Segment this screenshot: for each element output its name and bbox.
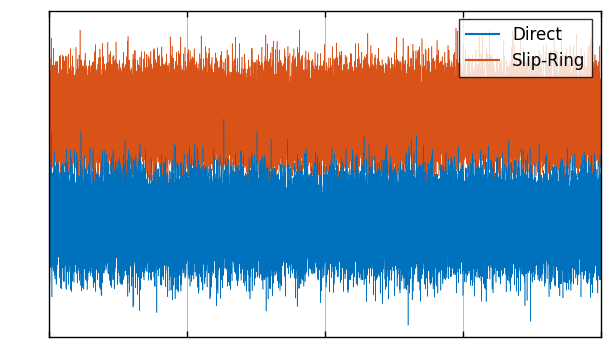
Direct: [378, 241, 385, 245]
Slip-Ring: [45, 112, 53, 116]
Direct: [597, 185, 604, 189]
Slip-Ring: [83, 109, 90, 113]
Line: Direct: Direct: [49, 119, 601, 325]
Direct: [455, 214, 462, 218]
Slip-Ring: [452, 26, 460, 30]
Slip-Ring: [455, 104, 462, 109]
Slip-Ring: [257, 98, 264, 103]
Line: Slip-Ring: Slip-Ring: [49, 28, 601, 219]
Slip-Ring: [345, 115, 352, 119]
Slip-Ring: [597, 112, 604, 116]
Direct: [257, 218, 264, 223]
Direct: [405, 323, 412, 327]
Direct: [220, 117, 227, 121]
Direct: [45, 209, 53, 213]
Slip-Ring: [378, 125, 385, 129]
Direct: [345, 216, 352, 220]
Direct: [83, 229, 90, 234]
Legend: Direct, Slip-Ring: Direct, Slip-Ring: [459, 19, 592, 77]
Slip-Ring: [178, 85, 186, 89]
Direct: [178, 252, 186, 257]
Slip-Ring: [328, 217, 335, 222]
